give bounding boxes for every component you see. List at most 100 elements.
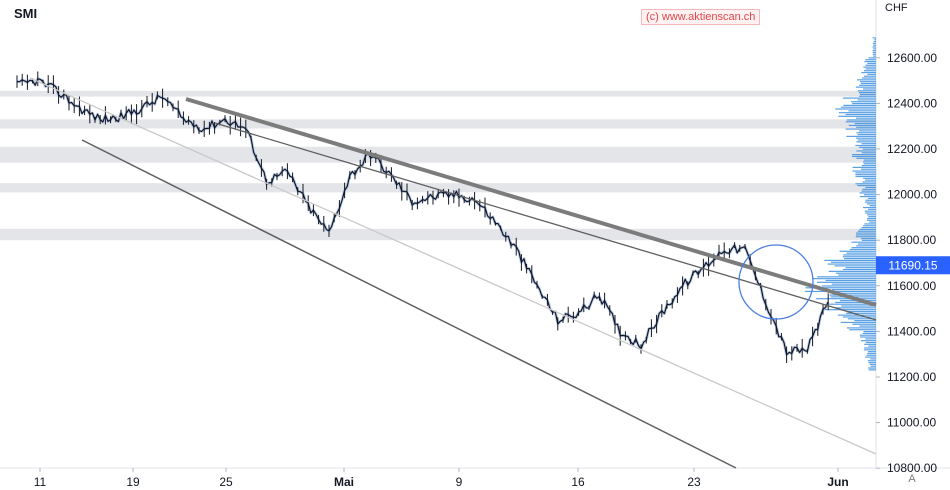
auto-scale-button[interactable]: A (908, 473, 916, 485)
y-tick-label: 12400.00 (887, 96, 937, 110)
volume-bar (858, 95, 876, 97)
volume-bar (862, 148, 876, 150)
x-tick-label: 11 (34, 475, 47, 489)
volume-bar (868, 57, 876, 59)
volume-bar (866, 203, 876, 205)
volume-bar (872, 42, 876, 44)
currency-label: CHF (885, 2, 908, 14)
y-tick-label: 11600.00 (887, 279, 936, 293)
volume-bar (858, 92, 876, 94)
volume-bar (861, 143, 876, 145)
y-tick-label: 12200.00 (887, 142, 937, 156)
volume-bar (862, 161, 876, 163)
volume-bar (862, 188, 876, 190)
volume-bar (863, 70, 876, 72)
volume-bar (849, 248, 876, 251)
volume-profile (804, 37, 876, 371)
volume-bar (864, 343, 876, 345)
volume-bar (859, 228, 876, 231)
volume-bar (845, 113, 876, 116)
volume-bar (868, 369, 876, 371)
volume-bar (852, 170, 876, 172)
trendlines[interactable] (29, 77, 877, 469)
volume-bar (834, 265, 876, 267)
volume-bar (870, 358, 876, 360)
resistance-zone (0, 119, 876, 129)
volume-bar (852, 102, 876, 105)
volume-bar (865, 341, 876, 344)
y-tick-label: 11800.00 (887, 233, 936, 247)
volume-bar (846, 135, 876, 137)
trendline (29, 77, 877, 455)
trendline (81, 139, 737, 469)
volume-bar (859, 195, 876, 198)
volume-bar (872, 51, 876, 54)
x-tick-label: 25 (219, 475, 233, 489)
y-tick-label: 11400.00 (887, 324, 936, 338)
volume-bar (847, 318, 876, 320)
volume-bar (863, 159, 876, 161)
volume-bar (857, 133, 876, 136)
volume-bar (856, 157, 876, 159)
volume-bar (841, 305, 876, 307)
volume-bar (873, 40, 876, 43)
volume-bar (844, 257, 876, 260)
volume-bar (830, 261, 876, 263)
volume-bar (867, 351, 876, 353)
volume-bar (864, 194, 876, 196)
resistance-zone (0, 146, 876, 163)
annotations (738, 244, 814, 320)
volume-bar (856, 126, 876, 128)
x-axis[interactable]: 11 19 25 Mai 9 16 23 Jun (34, 468, 849, 489)
volume-bar (824, 259, 876, 262)
volume-bar (869, 363, 876, 365)
volume-bar (843, 104, 876, 106)
volume-bar (855, 172, 876, 174)
volume-bar (851, 101, 876, 103)
volume-bar (868, 345, 876, 347)
volume-bar (835, 272, 876, 274)
volume-bar (864, 201, 876, 203)
volume-bar (860, 237, 876, 240)
volume-bar (865, 64, 876, 66)
volume-bar (846, 327, 876, 329)
highlight-circle (738, 244, 814, 320)
volume-bar (836, 307, 876, 309)
volume-bar (869, 221, 876, 223)
volume-bar (863, 177, 876, 179)
volume-bar (812, 278, 876, 280)
volume-bar (856, 232, 876, 234)
volume-bar (857, 185, 876, 187)
volume-bar (864, 223, 876, 225)
volume-bar (860, 81, 876, 83)
volume-bar (867, 352, 876, 355)
volume-bar (835, 301, 876, 303)
volume-bar (854, 320, 876, 322)
volume-bar (855, 174, 876, 176)
y-axis[interactable]: 12600.00 12400.00 12200.00 12000.00 11800.00… (876, 51, 950, 475)
volume-bar (852, 323, 876, 325)
volume-bar (872, 50, 876, 52)
volume-bar (855, 183, 876, 185)
volume-bar (816, 298, 876, 300)
volume-bar (872, 37, 876, 39)
volume-bar (866, 354, 876, 356)
trendline (185, 97, 877, 307)
volume-bar (861, 239, 876, 241)
volume-bar (857, 139, 876, 141)
volume-bar (835, 108, 876, 110)
volume-bar (842, 256, 876, 258)
volume-bar (862, 77, 876, 79)
symbol-label: SMI (14, 6, 38, 21)
trendline (214, 122, 877, 321)
volume-bar (840, 106, 876, 108)
price-candles (16, 71, 829, 363)
volume-bar (874, 39, 876, 41)
volume-bar (851, 241, 876, 243)
volume-bar (845, 128, 876, 130)
volume-bar (842, 97, 876, 99)
volume-bar (842, 316, 876, 318)
volume-bar (868, 367, 876, 369)
volume-bar (838, 115, 876, 117)
